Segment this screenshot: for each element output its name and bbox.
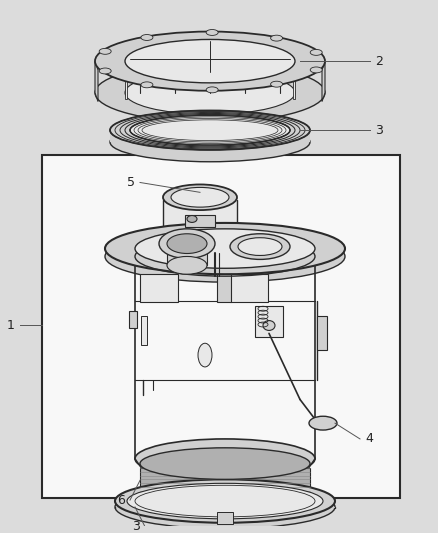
- Ellipse shape: [167, 256, 207, 274]
- Ellipse shape: [198, 343, 212, 367]
- Bar: [141, 316, 147, 345]
- Ellipse shape: [140, 448, 310, 479]
- Polygon shape: [125, 68, 127, 99]
- Ellipse shape: [206, 29, 218, 35]
- Ellipse shape: [167, 234, 207, 254]
- Bar: [230, 274, 268, 302]
- Ellipse shape: [105, 231, 345, 282]
- Ellipse shape: [135, 485, 315, 517]
- Ellipse shape: [187, 215, 197, 222]
- Ellipse shape: [230, 234, 290, 260]
- Ellipse shape: [263, 320, 275, 330]
- Ellipse shape: [95, 31, 325, 91]
- Bar: [217, 512, 233, 524]
- Ellipse shape: [115, 479, 335, 523]
- Ellipse shape: [141, 82, 153, 88]
- Ellipse shape: [206, 87, 218, 93]
- Bar: [217, 274, 231, 302]
- Text: 3: 3: [375, 124, 383, 136]
- Text: 2: 2: [375, 55, 383, 68]
- Ellipse shape: [271, 35, 283, 41]
- Ellipse shape: [171, 188, 229, 207]
- Ellipse shape: [188, 235, 212, 245]
- Polygon shape: [135, 262, 315, 459]
- Polygon shape: [140, 469, 310, 498]
- Ellipse shape: [105, 223, 345, 274]
- Text: 3: 3: [132, 520, 140, 533]
- Bar: [129, 311, 137, 328]
- Ellipse shape: [115, 485, 335, 529]
- Polygon shape: [188, 232, 212, 240]
- Text: 4: 4: [365, 432, 373, 446]
- Text: 6: 6: [117, 494, 125, 506]
- Ellipse shape: [135, 229, 315, 268]
- Ellipse shape: [99, 68, 111, 74]
- Bar: [42, 155, 400, 498]
- Ellipse shape: [99, 49, 111, 54]
- Ellipse shape: [125, 39, 295, 83]
- Polygon shape: [135, 379, 315, 459]
- Ellipse shape: [125, 71, 295, 115]
- Ellipse shape: [163, 219, 237, 245]
- Polygon shape: [293, 68, 295, 99]
- Ellipse shape: [271, 81, 283, 87]
- Bar: [140, 274, 178, 302]
- Polygon shape: [322, 61, 325, 102]
- Ellipse shape: [135, 439, 315, 479]
- Bar: [185, 215, 215, 227]
- Bar: [255, 306, 283, 337]
- Ellipse shape: [238, 238, 282, 255]
- Ellipse shape: [141, 35, 153, 41]
- Ellipse shape: [127, 483, 323, 519]
- Text: 5: 5: [127, 176, 135, 189]
- Ellipse shape: [163, 184, 237, 210]
- Ellipse shape: [159, 229, 215, 259]
- Ellipse shape: [310, 67, 322, 73]
- Polygon shape: [95, 61, 98, 102]
- Polygon shape: [110, 130, 310, 142]
- Text: 1: 1: [7, 319, 15, 332]
- Ellipse shape: [110, 122, 310, 161]
- Ellipse shape: [95, 63, 325, 122]
- Polygon shape: [167, 244, 207, 265]
- Ellipse shape: [309, 416, 337, 430]
- Ellipse shape: [110, 110, 310, 150]
- Polygon shape: [163, 200, 237, 232]
- Bar: [317, 316, 327, 350]
- Ellipse shape: [130, 116, 290, 145]
- Ellipse shape: [310, 50, 322, 55]
